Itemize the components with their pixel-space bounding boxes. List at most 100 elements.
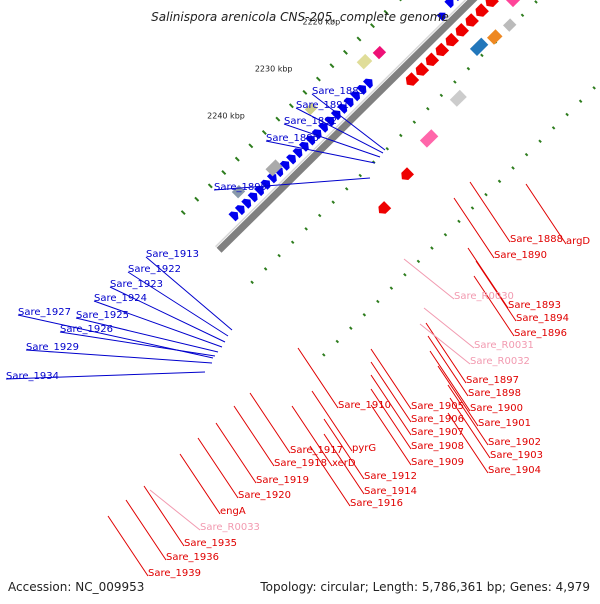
minus-strand-gene-box <box>503 18 517 32</box>
minus-strand-arrow <box>425 52 440 66</box>
plus-strand-arrow <box>279 160 290 171</box>
plus-gene-label: Sare_1926 <box>60 324 113 335</box>
rna-gene-label-leader <box>403 258 455 300</box>
minus-gene-label: Sare_1888 <box>510 234 563 245</box>
minus-gene-label-leader <box>249 392 291 454</box>
minus-gene-label-leader <box>323 418 365 480</box>
rna-gene-label: Sare_R0033 <box>200 522 260 533</box>
plus-strand-arrow <box>305 135 316 146</box>
minus-strand-gene-box <box>487 29 503 45</box>
minus-gene-label: Sare_1917 <box>290 445 343 456</box>
minus-gene-label: Sare_1905 <box>411 401 464 412</box>
minus-gene-label: argD <box>566 236 590 247</box>
plus-strand-arrow <box>311 129 322 140</box>
plus-strand-arrow <box>266 173 277 184</box>
minus-gene-label-leader <box>427 335 469 397</box>
minus-gene-label-leader <box>197 437 239 499</box>
backbone-ring <box>216 0 478 253</box>
minus-gene-label-leader <box>309 445 351 507</box>
kbp-label: 2230 kbp <box>255 65 293 74</box>
minus-strand-arrow <box>465 13 479 27</box>
minus-strand-arrow <box>445 32 459 47</box>
plus-gene-label: Sare_1934 <box>6 371 59 382</box>
minus-gene-label-leader <box>107 515 149 577</box>
minus-gene-label-leader <box>370 374 412 436</box>
plus-gene-label-leader <box>311 93 386 151</box>
minus-gene-label-leader <box>475 260 517 322</box>
plus-strand-arrow <box>318 122 328 133</box>
minus-gene-label: Sare_1939 <box>148 568 201 579</box>
minus-gene-label: pyrG <box>352 443 376 454</box>
minus-strand-arrow <box>378 201 392 214</box>
minus-gene-label-leader <box>447 412 489 474</box>
rna-gene-label: Sare_R0030 <box>454 291 514 302</box>
plus-gene-label: Sare_1924 <box>94 293 147 304</box>
plus-gene-label: Sare_1929 <box>26 342 79 353</box>
plus-gene-label-leader <box>127 271 229 337</box>
genome-summary: Topology: circular; Length: 5,786,361 bp… <box>260 580 590 594</box>
plus-gene-label-leader <box>5 371 206 380</box>
plus-gene-label-leader <box>145 256 233 331</box>
plus-strand-arrow <box>260 179 271 190</box>
minus-gene-label: Sare_1936 <box>166 552 219 563</box>
minus-strand-arrow <box>475 3 489 17</box>
plus-strand-arrow <box>228 211 239 222</box>
kbp-label: 2220 kbp <box>302 18 340 27</box>
minus-strand-arrow <box>405 72 420 86</box>
minus-gene-label-leader <box>469 181 511 243</box>
plus-gene-label: Sare_1892 <box>284 116 337 127</box>
minus-gene-label: Sare_1898 <box>468 388 521 399</box>
plus-strand-arrow <box>436 12 446 22</box>
minus-gene-label: Sare_1910 <box>338 400 391 411</box>
minus-gene-label: Sare_1894 <box>516 313 569 324</box>
rna-gene-label-leader <box>149 489 201 531</box>
plus-strand-arrow <box>292 148 303 159</box>
plus-gene-label: Sare_1922 <box>128 264 181 275</box>
minus-gene-label-leader <box>370 361 412 423</box>
minus-strand-arrow <box>485 0 499 7</box>
plus-gene-label-leader <box>283 123 381 158</box>
minus-strand-arrow <box>401 167 414 180</box>
minus-gene-label: Sare_1914 <box>364 486 417 497</box>
plus-gene-label-leader <box>265 140 376 164</box>
minus-gene-label: Sare_1896 <box>514 328 567 339</box>
minus-gene-label-leader <box>473 275 515 337</box>
backbone-highlight <box>215 0 467 248</box>
minus-gene-label: Sare_1890 <box>494 250 547 261</box>
minus-strand-gene-box <box>469 37 489 56</box>
plus-gene-label-leader <box>59 331 216 357</box>
minus-gene-label: Sare_1897 <box>466 375 519 386</box>
minus-gene-label-leader <box>311 390 353 452</box>
plus-gene-label-leader <box>109 286 226 343</box>
accession-label: Accession: NC_009953 <box>8 580 145 594</box>
plus-strand-arrow <box>254 186 264 197</box>
minus-gene-label-leader <box>370 348 412 410</box>
plus-gene-label: Sare_1889 <box>312 86 365 97</box>
plus-strand-arrow <box>330 110 341 121</box>
plus-strand-arrow <box>286 154 296 165</box>
rna-gene-label: Sare_R0031 <box>474 340 534 351</box>
minus-gene-label-leader <box>125 499 167 561</box>
minus-gene-label: Sare_1900 <box>470 403 523 414</box>
minus-gene-label-leader <box>143 485 185 547</box>
plus-strand-gene-box <box>356 53 373 70</box>
plus-strand-arrow <box>241 198 252 209</box>
plus-gene-label: Sare_1913 <box>146 249 199 260</box>
minus-strand-gene-box <box>419 129 439 148</box>
plus-gene-label: Sare_1899 <box>214 182 267 193</box>
rna-gene-label-leader <box>419 323 471 365</box>
minus-gene-label: Sare_1893 <box>508 300 561 311</box>
minus-strand-gene-box <box>449 89 467 107</box>
minus-gene-label: Sare_1908 <box>411 441 464 452</box>
minus-gene-label-leader <box>297 347 339 409</box>
minus-gene-label: Sare_1904 <box>488 465 541 476</box>
minus-gene-label: Sare_1906 <box>411 414 464 425</box>
minus-gene-label-leader <box>429 350 471 412</box>
plus-gene-label: Sare_1927 <box>18 307 71 318</box>
minus-gene-label-leader <box>447 384 489 446</box>
plus-gene-label: Sare_1923 <box>110 279 163 290</box>
minus-strand-arrow <box>455 23 469 37</box>
minus-gene-label: Sare_1903 <box>490 450 543 461</box>
plus-strand-arrow <box>343 97 354 108</box>
